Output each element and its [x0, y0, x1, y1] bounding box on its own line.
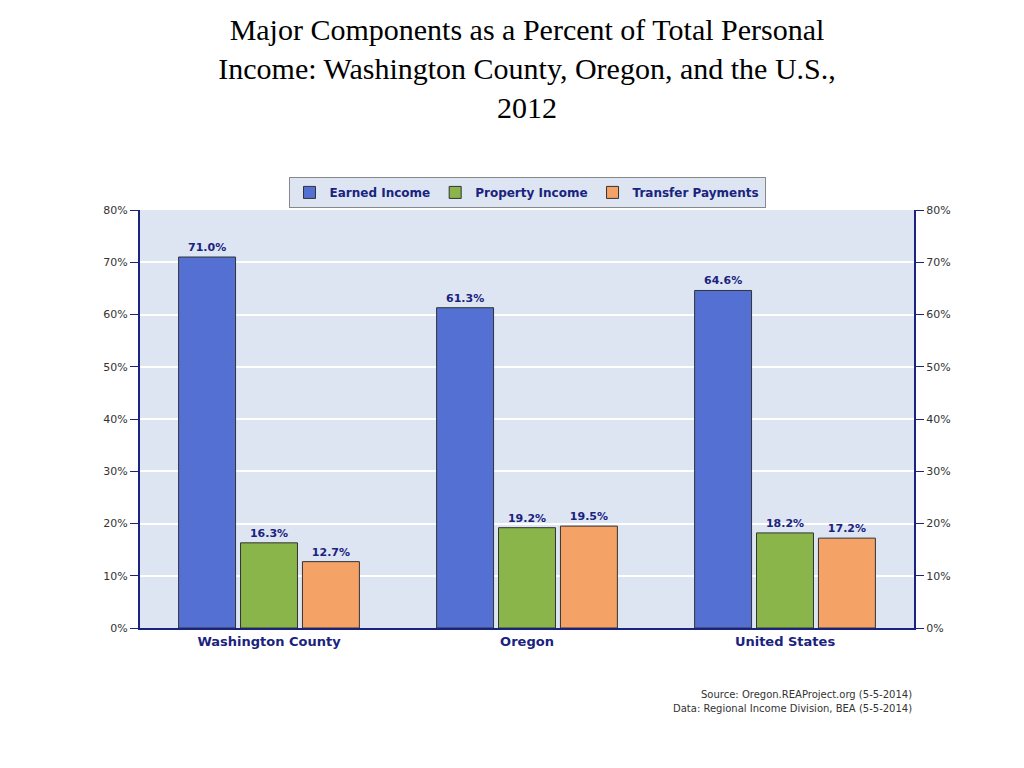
svg-text:40%: 40%	[103, 413, 127, 426]
svg-text:50%: 50%	[103, 361, 127, 374]
svg-text:64.6%: 64.6%	[704, 274, 742, 287]
svg-text:20%: 20%	[926, 517, 950, 530]
svg-text:12.7%: 12.7%	[312, 546, 350, 559]
svg-text:30%: 30%	[926, 465, 950, 478]
svg-text:80%: 80%	[103, 204, 127, 217]
svg-text:Oregon: Oregon	[500, 634, 554, 649]
svg-text:0%: 0%	[926, 622, 943, 635]
svg-text:United States: United States	[735, 634, 836, 649]
svg-text:19.5%: 19.5%	[570, 510, 608, 523]
svg-text:40%: 40%	[926, 413, 950, 426]
svg-text:61.3%: 61.3%	[446, 292, 484, 305]
svg-text:20%: 20%	[103, 517, 127, 530]
svg-text:Earned Income: Earned Income	[330, 186, 431, 200]
svg-text:30%: 30%	[103, 465, 127, 478]
svg-text:10%: 10%	[926, 570, 950, 583]
svg-text:71.0%: 71.0%	[188, 241, 226, 254]
svg-text:Data: Regional Income Division: Data: Regional Income Division, BEA (5-5…	[673, 703, 912, 714]
svg-text:19.2%: 19.2%	[508, 512, 546, 525]
svg-text:Property Income: Property Income	[475, 186, 587, 200]
svg-text:80%: 80%	[926, 204, 950, 217]
svg-text:16.3%: 16.3%	[250, 527, 288, 540]
svg-text:60%: 60%	[103, 308, 127, 321]
svg-text:Major Components as a Percent: Major Components as a Percent of Total P…	[218, 13, 836, 124]
svg-text:10%: 10%	[103, 570, 127, 583]
svg-text:50%: 50%	[926, 361, 950, 374]
svg-text:0%: 0%	[110, 622, 127, 635]
svg-text:Transfer Payments: Transfer Payments	[633, 186, 759, 200]
svg-text:Source: Oregon.REAProject.org: Source: Oregon.REAProject.org (5-5-2014)	[701, 689, 912, 700]
svg-text:70%: 70%	[103, 256, 127, 269]
svg-text:18.2%: 18.2%	[766, 517, 804, 530]
svg-text:17.2%: 17.2%	[828, 522, 866, 535]
svg-text:Washington County: Washington County	[197, 634, 341, 649]
svg-text:60%: 60%	[926, 308, 950, 321]
svg-text:70%: 70%	[926, 256, 950, 269]
